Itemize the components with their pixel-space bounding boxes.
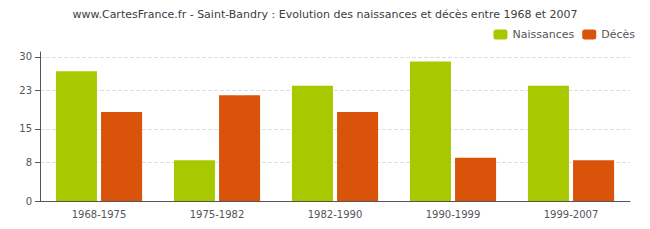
svg-text:Décès: Décès [601, 28, 635, 41]
svg-text:Naissances: Naissances [512, 28, 574, 41]
svg-text:15: 15 [19, 123, 32, 134]
svg-text:1982-1990: 1982-1990 [308, 209, 363, 220]
svg-text:www.CartesFrance.fr - Saint-Ba: www.CartesFrance.fr - Saint-Bandry : Evo… [72, 8, 577, 21]
svg-text:30: 30 [19, 51, 32, 62]
svg-text:1975-1982: 1975-1982 [190, 209, 245, 220]
svg-text:1999-2007: 1999-2007 [544, 209, 599, 220]
svg-text:1968-1975: 1968-1975 [72, 209, 127, 220]
svg-text:1990-1999: 1990-1999 [426, 209, 481, 220]
svg-text:0: 0 [26, 196, 32, 207]
svg-text:23: 23 [19, 85, 32, 96]
svg-text:8: 8 [26, 157, 32, 168]
